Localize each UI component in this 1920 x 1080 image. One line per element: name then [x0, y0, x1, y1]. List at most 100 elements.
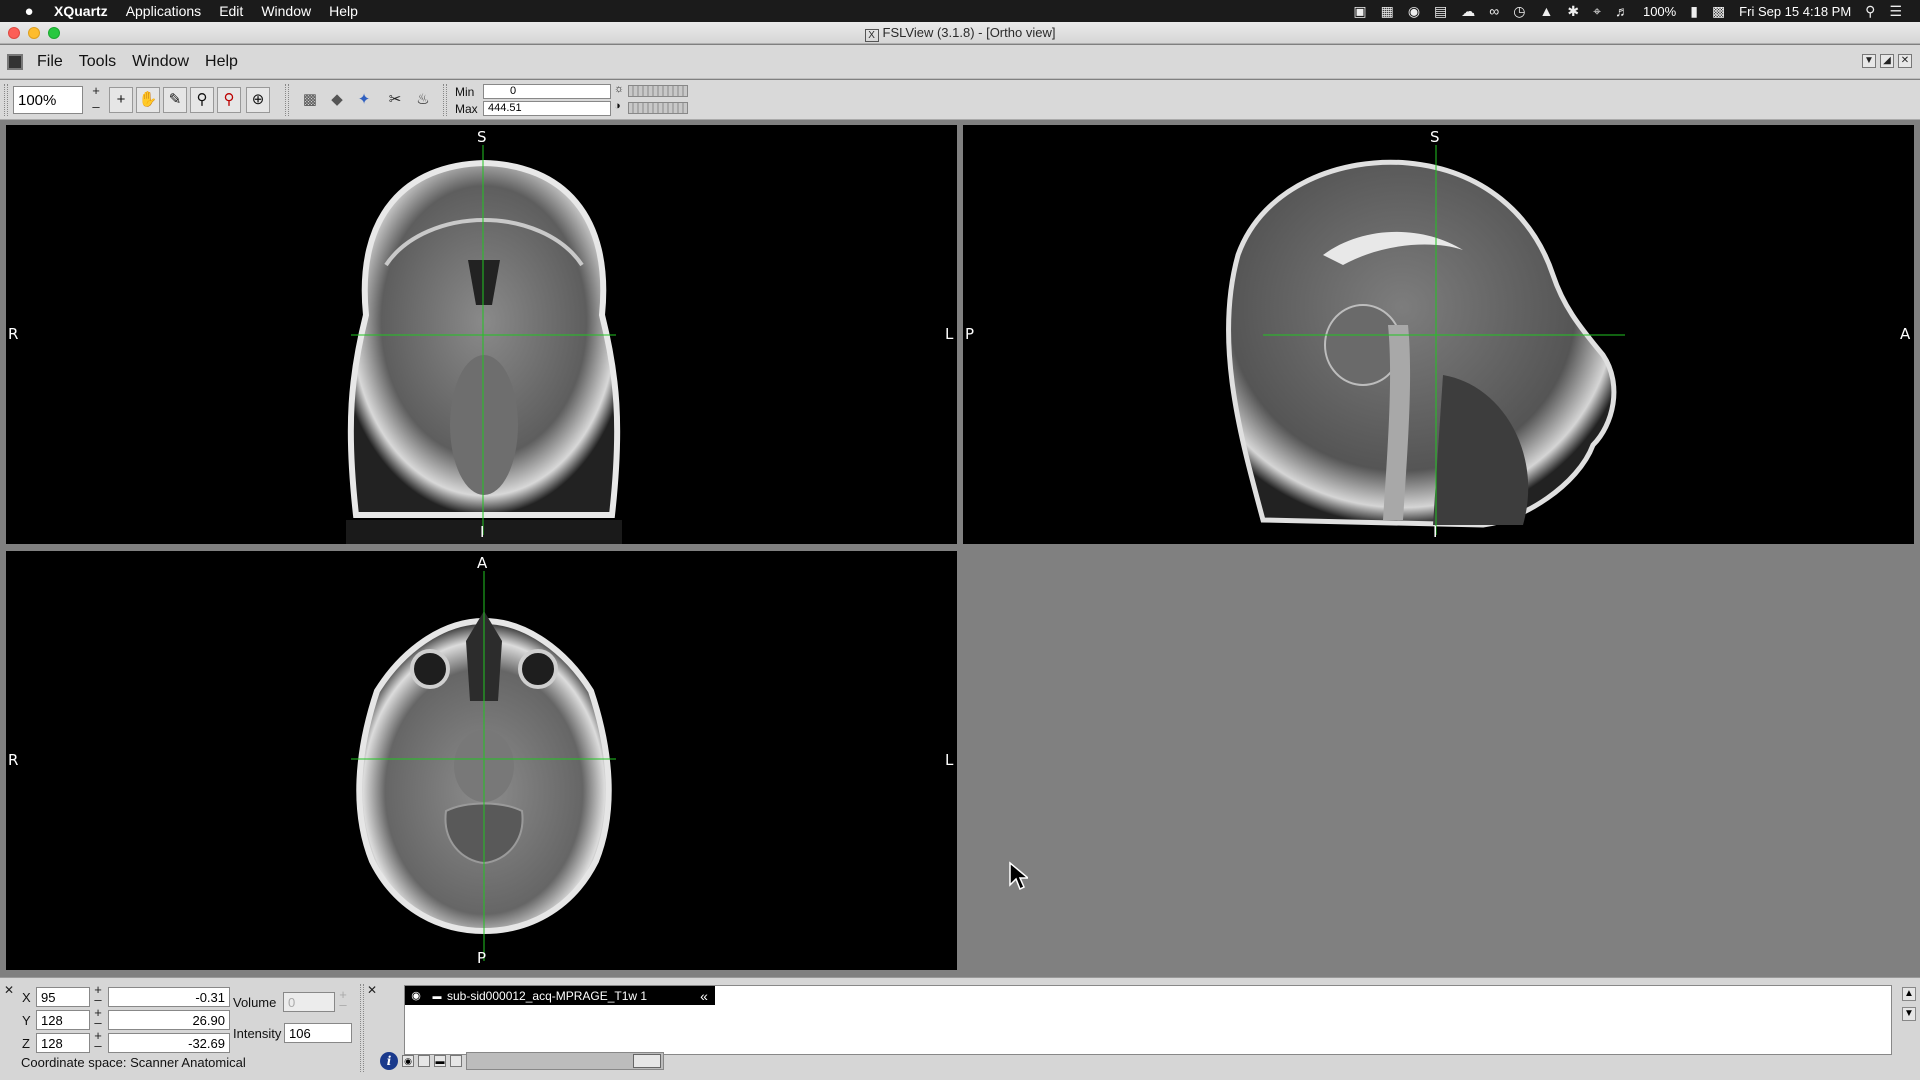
time-machine-icon[interactable]: ◷: [1513, 2, 1526, 19]
system-menubar: ● XQuartz Applications Edit Window Help …: [0, 0, 1920, 22]
y-world-input[interactable]: 26.90: [108, 1010, 230, 1030]
mdi-minimize-icon[interactable]: ▼: [1862, 54, 1876, 68]
volume-increase-icon[interactable]: +: [339, 987, 347, 1002]
input-source-icon[interactable]: ▩: [1711, 2, 1726, 19]
cursor-panel-close-icon[interactable]: ✕: [3, 983, 15, 997]
z-increase-icon[interactable]: +: [94, 1028, 102, 1043]
y-increase-icon[interactable]: +: [94, 1005, 102, 1020]
airplay-icon[interactable]: ▲: [1539, 3, 1554, 19]
window-close-button[interactable]: [8, 27, 20, 39]
toolbar-grip[interactable]: [443, 84, 447, 116]
window-titlebar: X FSLView (3.1.8) - [Ortho view]: [0, 22, 1920, 44]
spotlight-search-icon[interactable]: ⚲: [1865, 2, 1876, 19]
z-voxel-input[interactable]: 128: [36, 1033, 90, 1053]
dock-splitter[interactable]: [360, 984, 364, 1072]
layer-add-icon[interactable]: [418, 1055, 430, 1067]
paste-clusters-icon[interactable]: ♨: [416, 91, 430, 108]
axial-view[interactable]: A P R L: [6, 551, 957, 970]
z-label: Z: [22, 1036, 30, 1051]
min-label: Min: [455, 85, 475, 99]
visibility-toggle-icon[interactable]: ◉: [402, 1055, 414, 1067]
coronal-top-label: S: [477, 128, 487, 146]
layer-opacity-slider[interactable]: [466, 1052, 664, 1070]
sagittal-view[interactable]: S I P A: [963, 125, 1914, 544]
lock-toggle-icon[interactable]: ▬: [434, 1055, 446, 1067]
clock[interactable]: Fri Sep 15 4:18 PM: [1739, 3, 1852, 19]
sagittal-left-label: P: [965, 325, 975, 343]
brightness-slider[interactable]: [628, 85, 688, 97]
zoom-input[interactable]: 100%: [13, 86, 83, 114]
pan-hand-icon[interactable]: ✋: [136, 87, 160, 113]
bezier-tool-icon[interactable]: ✦: [357, 91, 371, 108]
y-voxel-input[interactable]: 128: [36, 1010, 90, 1030]
menu-window[interactable]: Window: [132, 52, 190, 70]
layer-expand-icon[interactable]: «: [700, 987, 708, 1004]
volume-icon[interactable]: ♬: [1614, 3, 1629, 19]
menu-tools[interactable]: Tools: [78, 52, 117, 70]
max-input[interactable]: 444.51: [483, 101, 611, 116]
min-input[interactable]: 0: [483, 84, 611, 99]
contrast-slider[interactable]: [628, 102, 688, 114]
apple-icon[interactable]: ●: [24, 2, 34, 20]
toolbar-grip[interactable]: [4, 84, 8, 116]
scissors-icon[interactable]: ✂: [388, 91, 402, 108]
cursor-tool-icon[interactable]: +: [109, 87, 133, 113]
menu-help[interactable]: Help: [329, 3, 358, 19]
zoom-increase-icon[interactable]: +: [92, 83, 100, 98]
menu-applications[interactable]: Applications: [125, 3, 202, 19]
z-world-input[interactable]: -32.69: [108, 1033, 230, 1053]
notification-center-icon[interactable]: ☰: [1889, 2, 1902, 19]
crosshair-target-icon[interactable]: ⊕: [246, 87, 270, 113]
bookmark-icon[interactable]: ▦: [1380, 2, 1394, 19]
layer-lock-icon[interactable]: ▬: [432, 990, 442, 1001]
layer-list[interactable]: ◉ ▬ sub-sid000012_acq-MPRAGE_T1w 1 «: [404, 985, 1892, 1055]
bluetooth-icon[interactable]: ✱: [1567, 2, 1580, 19]
cloud-icon[interactable]: ☁: [1461, 2, 1476, 19]
zoom-decrease-icon[interactable]: –: [92, 99, 100, 114]
x-voxel-input[interactable]: 95: [36, 987, 90, 1007]
battery-percent[interactable]: 100%: [1642, 3, 1677, 19]
opacity-slider-handle[interactable]: [633, 1054, 661, 1068]
fill-tool-icon[interactable]: ▩: [302, 91, 318, 108]
mouse-pointer-icon: [1009, 861, 1028, 891]
layer-scrollbar[interactable]: ▲ ▼: [1898, 985, 1920, 1055]
mdi-window-controls: ▼ ◢ ✕: [1862, 54, 1912, 68]
status-app-icon[interactable]: ▣: [1353, 2, 1367, 19]
menu-edit[interactable]: Edit: [219, 3, 244, 19]
chat-icon[interactable]: ◉: [1407, 2, 1421, 19]
layer-visibility-icon[interactable]: ◉: [411, 990, 421, 1002]
z-decrease-icon[interactable]: –: [94, 1038, 102, 1053]
x-world-input[interactable]: -0.31: [108, 987, 230, 1007]
toolbar-grip[interactable]: [285, 84, 289, 116]
wifi-icon[interactable]: ⌖: [1593, 2, 1601, 19]
calendar-icon[interactable]: ▤: [1434, 2, 1448, 19]
y-decrease-icon[interactable]: –: [94, 1015, 102, 1030]
layer-info-icon[interactable]: i: [380, 1052, 398, 1070]
eraser-icon[interactable]: ◆: [331, 91, 343, 108]
menu-file[interactable]: File: [37, 52, 63, 70]
menu-help[interactable]: Help: [205, 52, 238, 70]
menu-app-name[interactable]: XQuartz: [54, 3, 108, 19]
window-zoom-button[interactable]: [48, 27, 60, 39]
window-minimize-button[interactable]: [28, 27, 40, 39]
layer-list-item[interactable]: ◉ ▬ sub-sid000012_acq-MPRAGE_T1w 1 «: [405, 986, 715, 1005]
pencil-icon[interactable]: ✎: [163, 87, 187, 113]
scroll-down-icon[interactable]: ▼: [1902, 1007, 1916, 1021]
zoom-magnifier-icon[interactable]: ⚲: [190, 87, 214, 113]
scroll-up-icon[interactable]: ▲: [1902, 987, 1916, 1001]
volume-input[interactable]: 0: [283, 992, 335, 1012]
mdi-close-icon[interactable]: ✕: [1898, 54, 1912, 68]
coronal-view[interactable]: S I R L: [6, 125, 957, 544]
zoom-region-icon[interactable]: ⚲: [217, 87, 241, 113]
layer-name: sub-sid000012_acq-MPRAGE_T1w 1: [447, 988, 648, 1003]
mdi-restore-icon[interactable]: ◢: [1880, 54, 1894, 68]
fslview-app-icon[interactable]: [7, 53, 23, 70]
menu-window[interactable]: Window: [261, 3, 312, 19]
layer-panel-close-icon[interactable]: ✕: [366, 983, 378, 997]
glasses-icon[interactable]: ∞: [1489, 3, 1500, 19]
battery-icon[interactable]: ▮: [1690, 2, 1698, 19]
layer-remove-icon[interactable]: [450, 1055, 462, 1067]
volume-decrease-icon[interactable]: –: [339, 997, 347, 1012]
x-decrease-icon[interactable]: –: [94, 992, 102, 1007]
x-increase-icon[interactable]: +: [94, 982, 102, 997]
